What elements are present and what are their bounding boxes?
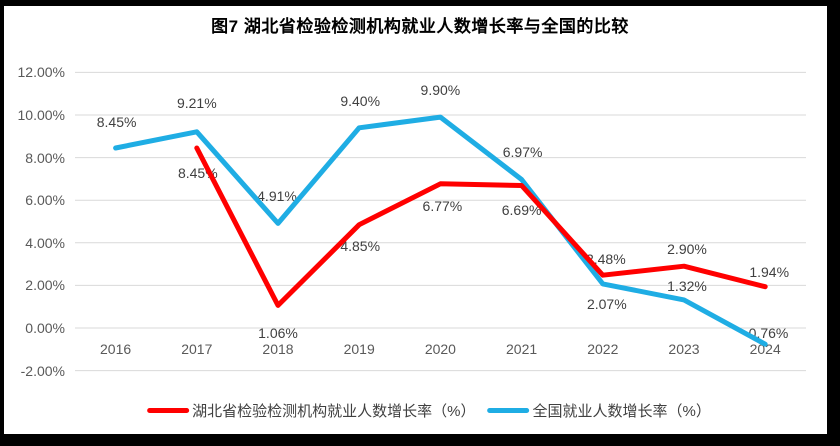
data-label: 9.90%	[420, 82, 461, 99]
legend-label-hubei: 湖北省检验检测机构就业人数增长率（%）	[192, 403, 476, 420]
data-label: 4.85%	[340, 237, 381, 254]
legend-label-national: 全国就业人数增长率（%）	[532, 403, 711, 420]
series-line-hubei	[194, 145, 768, 308]
x-axis-tick-label: 2021	[506, 341, 538, 357]
legend-item-national: 全国就业人数增长率（%）	[487, 400, 711, 421]
y-axis-tick-label: 0.00%	[25, 320, 65, 336]
data-label: 1.94%	[749, 263, 790, 280]
y-axis-tick-label: -2.00%	[20, 362, 65, 379]
data-label: 9.21%	[176, 94, 217, 111]
x-axis-tick-label: 2023	[668, 341, 700, 357]
data-label: 9.40%	[340, 92, 381, 109]
data-label: 2.48%	[585, 251, 626, 268]
x-axis-tick-label: 2016	[100, 341, 132, 357]
data-label: 6.77%	[422, 197, 463, 214]
legend-item-hubei: 湖北省检验检测机构就业人数增长率（%）	[147, 400, 476, 421]
y-axis-tick-label: 10.00%	[17, 107, 65, 123]
y-axis-tick-label: 6.00%	[25, 192, 65, 209]
legend: 湖北省检验检测机构就业人数增长率（%） 全国就业人数增长率（%）	[147, 400, 711, 421]
data-label: 2.07%	[586, 295, 627, 312]
data-label: 1.06%	[258, 325, 298, 342]
y-axis-tick-label: 8.00%	[25, 149, 65, 166]
data-label: 6.69%	[501, 201, 542, 218]
data-label: 2.90%	[667, 241, 707, 258]
x-axis-tick-label: 2024	[749, 341, 781, 357]
y-axis-tick-label: 4.00%	[25, 234, 65, 251]
data-label: 1.32%	[667, 277, 707, 294]
y-axis-tick-label: 12.00%	[17, 64, 65, 81]
chart-title: 图7 湖北省检验检测机构就业人数增长率与全国的比较	[211, 17, 629, 36]
x-axis-tick-label: 2017	[181, 341, 213, 357]
legend-swatch-blue-line	[487, 408, 530, 413]
x-axis-tick-label: 2018	[262, 341, 294, 357]
data-label: 4.91%	[257, 188, 297, 205]
x-axis-tick-label: 2019	[343, 341, 375, 357]
x-axis-tick-label: 2020	[424, 341, 456, 357]
series-line-national	[113, 114, 768, 347]
x-axis-tick-label: 2022	[587, 341, 619, 357]
y-axis-tick-label: 2.00%	[25, 277, 65, 294]
data-label: 6.97%	[502, 143, 543, 160]
legend-swatch-red-line	[147, 408, 190, 413]
data-label: 8.45%	[96, 114, 137, 130]
